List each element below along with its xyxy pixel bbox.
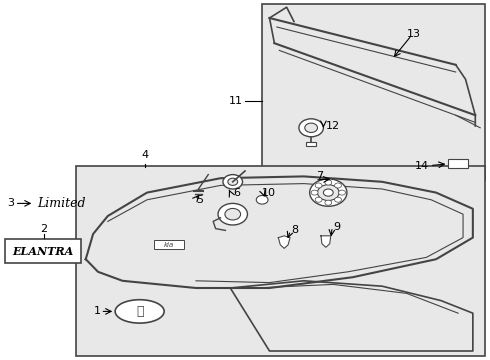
Circle shape <box>256 195 268 204</box>
Bar <box>154 240 184 249</box>
Text: Limited: Limited <box>37 197 85 210</box>
Text: 11: 11 <box>228 96 243 106</box>
Text: 4: 4 <box>141 150 148 160</box>
Circle shape <box>299 119 323 137</box>
Circle shape <box>315 197 322 202</box>
Circle shape <box>305 123 318 132</box>
Text: 2: 2 <box>41 224 48 234</box>
Circle shape <box>335 183 342 188</box>
Text: 3: 3 <box>7 198 14 208</box>
Text: 13: 13 <box>407 29 421 39</box>
Polygon shape <box>278 236 290 248</box>
Circle shape <box>315 183 322 188</box>
Bar <box>76 166 485 356</box>
Circle shape <box>228 178 238 185</box>
Polygon shape <box>321 236 331 247</box>
Circle shape <box>310 179 347 206</box>
Bar <box>306 142 316 146</box>
Circle shape <box>318 185 339 201</box>
Bar <box>5 239 81 263</box>
Circle shape <box>311 190 318 195</box>
Text: 12: 12 <box>326 121 340 131</box>
Circle shape <box>339 190 345 195</box>
Bar <box>262 4 485 180</box>
Text: 10: 10 <box>262 188 276 198</box>
Text: Ⓗ: Ⓗ <box>136 305 144 318</box>
Circle shape <box>335 197 342 202</box>
Text: 7: 7 <box>316 171 323 181</box>
Circle shape <box>223 175 243 189</box>
Text: 14: 14 <box>415 161 429 171</box>
Text: ELANTRA: ELANTRA <box>12 246 74 257</box>
Text: 8: 8 <box>292 225 299 235</box>
Text: 6: 6 <box>233 188 240 198</box>
Circle shape <box>218 203 247 225</box>
Circle shape <box>225 208 241 220</box>
Ellipse shape <box>115 300 164 323</box>
Text: 5: 5 <box>196 195 203 205</box>
Circle shape <box>325 200 332 205</box>
Circle shape <box>323 189 333 196</box>
Text: 9: 9 <box>333 222 341 232</box>
Text: 1: 1 <box>94 306 100 316</box>
Text: kia: kia <box>164 242 174 248</box>
Bar <box>448 159 468 168</box>
Circle shape <box>325 180 332 185</box>
